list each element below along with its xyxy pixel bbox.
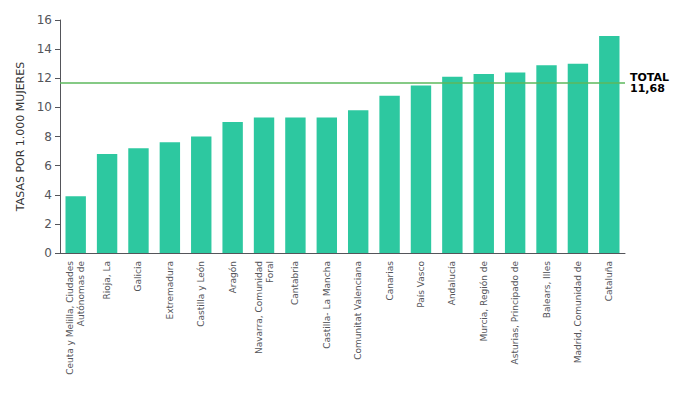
svg-text:Castilla y León: Castilla y León [196,261,206,327]
svg-text:12: 12 [37,71,52,85]
svg-text:6: 6 [44,159,52,173]
svg-text:Madrid, Comunidad de: Madrid, Comunidad de [573,261,583,364]
svg-text:Extremadura: Extremadura [165,261,175,320]
svg-text:16: 16 [37,13,52,27]
svg-text:Castilla- La Mancha: Castilla- La Mancha [322,261,332,349]
svg-text:Balears, Illes: Balears, Illes [542,261,552,319]
svg-text:Comunitat Valenciana: Comunitat Valenciana [353,261,363,360]
svg-text:Aragón: Aragón [228,261,238,293]
svg-text:País Vasco: País Vasco [416,261,426,308]
svg-text:Rioja, La: Rioja, La [102,261,112,300]
svg-text:10: 10 [37,100,52,114]
svg-text:4: 4 [44,188,52,202]
svg-text:11,68: 11,68 [630,82,665,95]
svg-text:Asturias, Principado de: Asturias, Principado de [510,261,520,365]
svg-text:8: 8 [44,130,52,144]
svg-text:Cantabria: Cantabria [290,261,300,305]
svg-text:Galicia: Galicia [133,261,143,291]
svg-text:0: 0 [44,246,52,260]
svg-text:TASAS POR 1.000 MUJERES: TASAS POR 1.000 MUJERES [14,62,27,212]
svg-text:Cataluña: Cataluña [604,261,614,301]
svg-text:Navarra, Comunidad: Navarra, Comunidad [254,261,264,354]
svg-text:Autónomas de: Autónomas de [76,261,86,327]
svg-text:14: 14 [37,42,52,56]
svg-text:Foral: Foral [265,261,275,283]
svg-text:TOTAL: TOTAL [630,70,669,84]
svg-text:Murcia, Región de: Murcia, Región de [479,261,489,342]
svg-text:Ceuta y Melilla, Ciudades: Ceuta y Melilla, Ciudades [65,261,75,375]
svg-text:2: 2 [44,217,52,231]
svg-text:Andalucía: Andalucía [447,261,457,305]
svg-text:Canarias: Canarias [385,261,395,301]
